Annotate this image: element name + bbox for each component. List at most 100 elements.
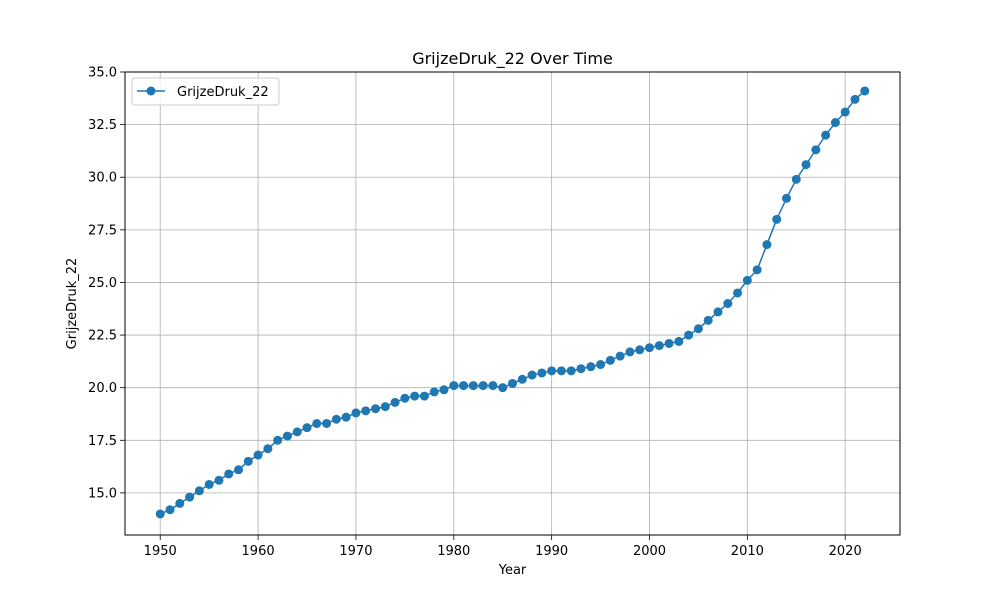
data-point [517,374,527,384]
data-point [840,107,850,117]
data-point [625,347,635,357]
x-tick-label: 1960 [242,544,275,559]
data-point [527,370,537,380]
data-point [703,315,713,325]
series-layer [155,86,870,519]
data-point [204,479,214,489]
data-point [429,387,439,397]
data-point [224,469,234,479]
data-point [175,498,185,508]
data-point [282,431,292,441]
data-point [713,307,723,317]
chart-title: GrijzeDruk_22 Over Time [412,49,613,69]
data-point [752,265,762,275]
x-tick-label: 2020 [829,544,862,559]
x-tick-label: 2000 [633,544,666,559]
data-point [733,288,743,298]
data-point [185,492,195,502]
data-point [586,362,596,372]
y-tick-label: 17.5 [88,434,117,449]
data-point [478,381,488,391]
legend-entry-label: GrijzeDruk_22 [177,85,269,100]
data-point [742,275,752,285]
data-point [723,299,733,308]
data-point [762,240,772,250]
x-axis-label: Year [498,563,527,578]
x-tick-label: 1980 [437,544,470,559]
data-point [273,435,283,445]
data-point [243,456,253,466]
data-point [566,366,576,376]
data-point [380,402,390,412]
data-point [772,214,782,224]
data-point [674,336,684,346]
y-tick-label: 30.0 [88,171,117,186]
data-point [791,174,801,184]
data-point [821,130,831,140]
data-point [361,406,371,416]
data-point [801,160,811,170]
data-point [488,381,498,391]
y-tick-label: 15.0 [88,486,117,501]
legend-marker-swatch [146,86,156,96]
x-tick-label: 1950 [144,544,177,559]
x-tick-label: 2010 [731,544,764,559]
data-point [537,368,547,378]
data-point [400,393,410,403]
data-point [165,505,175,515]
data-point [410,391,420,401]
data-point [194,486,204,496]
data-point [449,381,459,391]
data-point [850,94,860,104]
y-axis-ticks: 15.0 17.5 20.0 22.5 25.0 27.5 30.0 32.5 35.0 [88,66,125,501]
data-point [547,366,557,376]
x-tick-label: 1970 [339,544,372,559]
data-point [615,351,625,361]
data-point [459,381,469,391]
x-axis-ticks: 1950 1960 1970 1980 1990 2000 2010 2020 [144,535,862,559]
data-point [234,465,244,475]
legend-box [131,77,280,106]
data-point [371,404,381,414]
data-point [214,475,224,485]
data-point [439,385,449,395]
y-tick-label: 22.5 [88,329,117,344]
y-tick-label: 35.0 [88,66,117,81]
data-point [312,418,322,428]
data-point [830,118,840,128]
grid [125,71,900,535]
plot-frame [124,71,901,536]
data-point [341,412,351,422]
data-point [664,338,674,348]
data-point [781,193,791,203]
data-point [508,378,517,388]
data-point [253,450,263,460]
data-point [468,381,478,391]
data-point [654,341,664,351]
data-point [576,364,586,374]
data-point [693,324,703,334]
data-point [596,360,606,370]
data-point [263,444,273,454]
data-point [498,383,508,393]
data-point [684,330,694,340]
data-point [390,397,400,407]
data-point [635,345,645,355]
y-tick-label: 32.5 [88,118,117,133]
data-point [351,408,361,418]
data-point [860,86,870,96]
data-point [556,366,566,376]
data-point [811,145,821,155]
x-tick-label: 1990 [535,544,568,559]
data-point [322,418,332,428]
data-point [419,391,429,401]
y-tick-label: 20.0 [88,381,117,396]
y-tick-label: 27.5 [88,223,117,238]
data-point [644,343,654,353]
data-point [292,427,302,437]
data-point [302,423,312,433]
legend: GrijzeDruk_22 [131,77,280,106]
data-point [155,509,165,519]
data-point [331,414,341,424]
